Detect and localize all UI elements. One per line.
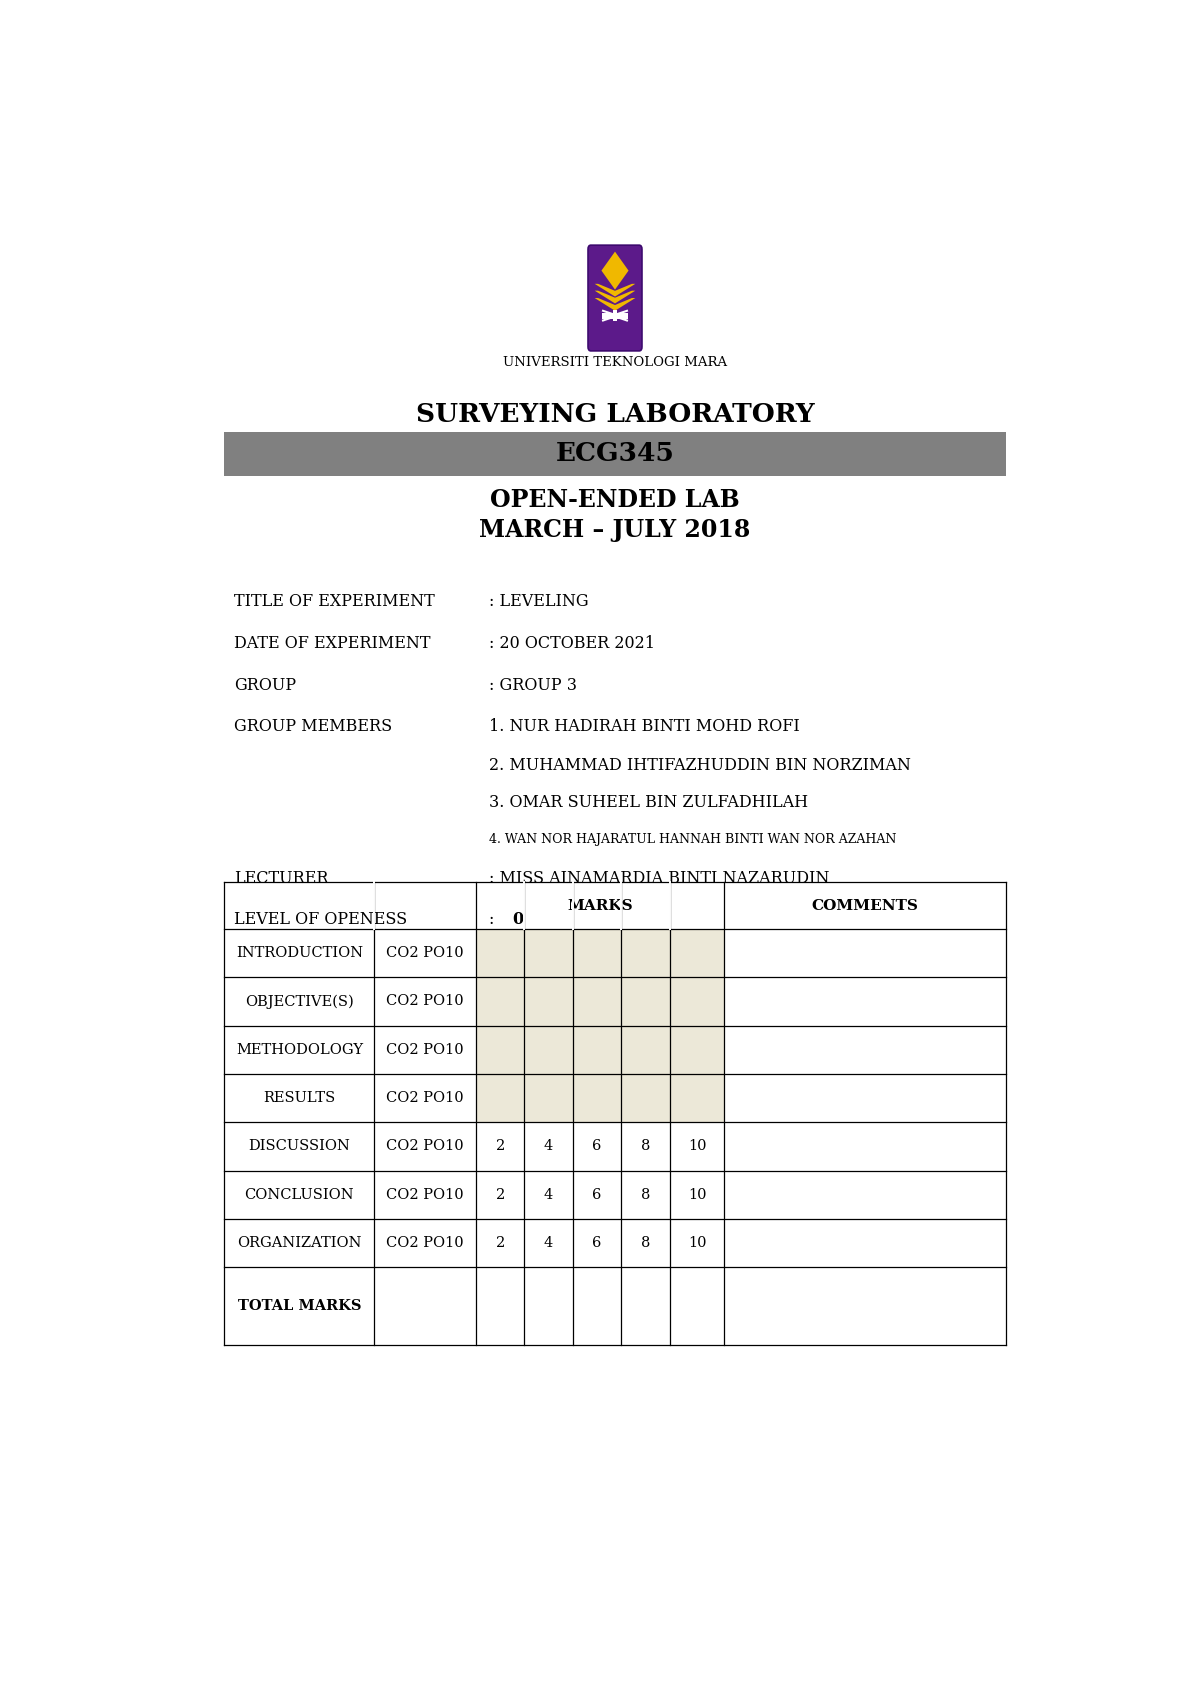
FancyBboxPatch shape (224, 1122, 1006, 1171)
Text: RESULTS: RESULTS (263, 1092, 336, 1105)
FancyBboxPatch shape (588, 246, 642, 351)
Text: 2: 2 (496, 1236, 505, 1249)
Polygon shape (595, 290, 635, 303)
FancyBboxPatch shape (670, 978, 725, 1025)
Text: 8: 8 (641, 1236, 650, 1249)
Text: DISCUSSION: DISCUSSION (248, 1139, 350, 1153)
FancyBboxPatch shape (224, 1268, 1006, 1346)
Text: LECTURER: LECTURER (234, 870, 329, 886)
Text: 6: 6 (593, 1139, 601, 1153)
FancyBboxPatch shape (224, 1025, 1006, 1075)
Text: LEVEL OF OPENESS: LEVEL OF OPENESS (234, 912, 407, 929)
FancyBboxPatch shape (524, 978, 572, 1025)
FancyBboxPatch shape (224, 1219, 1006, 1268)
FancyBboxPatch shape (622, 1075, 670, 1122)
Text: 10: 10 (688, 1139, 707, 1153)
Text: CO2 PO10: CO2 PO10 (386, 1236, 464, 1249)
Text: CO2 PO10: CO2 PO10 (386, 1139, 464, 1153)
Text: 4: 4 (544, 1236, 553, 1249)
FancyBboxPatch shape (476, 1025, 524, 1075)
FancyBboxPatch shape (524, 1025, 572, 1075)
Text: :: : (490, 912, 500, 929)
Text: 8: 8 (641, 1188, 650, 1202)
FancyBboxPatch shape (622, 1025, 670, 1075)
FancyBboxPatch shape (613, 310, 617, 320)
Text: 3. OMAR SUHEEL BIN ZULFADHILAH: 3. OMAR SUHEEL BIN ZULFADHILAH (490, 793, 809, 810)
Text: 8: 8 (641, 1139, 650, 1153)
FancyBboxPatch shape (622, 978, 670, 1025)
Text: SURVEYING LABORATORY: SURVEYING LABORATORY (415, 402, 815, 427)
Text: : LEVELING: : LEVELING (490, 593, 589, 610)
FancyBboxPatch shape (224, 1075, 1006, 1122)
Text: MARCH – JULY 2018: MARCH – JULY 2018 (479, 517, 751, 542)
FancyBboxPatch shape (601, 312, 629, 319)
Text: 1. NUR HADIRAH BINTI MOHD ROFI: 1. NUR HADIRAH BINTI MOHD ROFI (490, 719, 800, 736)
Polygon shape (601, 251, 629, 290)
Polygon shape (595, 283, 635, 297)
Text: 2: 2 (496, 1188, 505, 1202)
Text: 6: 6 (593, 1236, 601, 1249)
Text: ORGANIZATION: ORGANIZATION (238, 1236, 361, 1249)
Text: CONCLUSION: CONCLUSION (245, 1188, 354, 1202)
Text: 4. WAN NOR HAJARATUL HANNAH BINTI WAN NOR AZAHAN: 4. WAN NOR HAJARATUL HANNAH BINTI WAN NO… (490, 832, 896, 846)
Text: TITLE OF EXPERIMENT: TITLE OF EXPERIMENT (234, 593, 434, 610)
Text: OPEN-ENDED LAB: OPEN-ENDED LAB (490, 488, 740, 512)
Text: : MISS AINAMARDIA BINTI NAZARUDIN: : MISS AINAMARDIA BINTI NAZARUDIN (490, 870, 830, 886)
Text: 2: 2 (496, 1139, 505, 1153)
Text: CO2 PO10: CO2 PO10 (386, 995, 464, 1009)
Text: MARKS: MARKS (568, 898, 632, 912)
Text: 4: 4 (544, 1139, 553, 1153)
FancyBboxPatch shape (524, 1075, 572, 1122)
Text: DATE OF EXPERIMENT: DATE OF EXPERIMENT (234, 634, 431, 653)
FancyBboxPatch shape (622, 929, 670, 978)
FancyBboxPatch shape (224, 432, 1006, 476)
Text: GROUP: GROUP (234, 676, 296, 693)
FancyBboxPatch shape (670, 1075, 725, 1122)
Text: ECG345: ECG345 (556, 441, 674, 466)
Text: 2. MUHAMMAD IHTIFAZHUDDIN BIN NORZIMAN: 2. MUHAMMAD IHTIFAZHUDDIN BIN NORZIMAN (490, 758, 911, 775)
FancyBboxPatch shape (670, 1025, 725, 1075)
FancyBboxPatch shape (224, 1171, 1006, 1219)
Text: : 20 OCTOBER 2021: : 20 OCTOBER 2021 (490, 634, 655, 653)
Polygon shape (595, 298, 635, 310)
FancyBboxPatch shape (572, 1075, 622, 1122)
Text: 10: 10 (688, 1188, 707, 1202)
Text: TOTAL MARKS: TOTAL MARKS (238, 1300, 361, 1314)
Text: : GROUP 3: : GROUP 3 (490, 676, 577, 693)
Text: CO2 PO10: CO2 PO10 (386, 1042, 464, 1056)
Text: CO2 PO10: CO2 PO10 (386, 1092, 464, 1105)
Text: 0: 0 (512, 912, 524, 929)
Text: GROUP MEMBERS: GROUP MEMBERS (234, 719, 392, 736)
FancyBboxPatch shape (476, 1075, 524, 1122)
Text: METHODOLOGY: METHODOLOGY (236, 1042, 362, 1056)
Text: CO2 PO10: CO2 PO10 (386, 946, 464, 959)
Text: COMMENTS: COMMENTS (811, 898, 918, 912)
Text: 10: 10 (688, 1236, 707, 1249)
FancyBboxPatch shape (670, 929, 725, 978)
FancyBboxPatch shape (572, 929, 622, 978)
Text: CO2 PO10: CO2 PO10 (386, 1188, 464, 1202)
Text: INTRODUCTION: INTRODUCTION (236, 946, 362, 959)
FancyBboxPatch shape (572, 1025, 622, 1075)
FancyBboxPatch shape (476, 978, 524, 1025)
Text: 4: 4 (544, 1188, 553, 1202)
Text: UNIVERSITI TEKNOLOGI MARA: UNIVERSITI TEKNOLOGI MARA (503, 356, 727, 370)
FancyBboxPatch shape (524, 929, 572, 978)
FancyBboxPatch shape (476, 929, 524, 978)
Text: OBJECTIVE(S): OBJECTIVE(S) (245, 995, 354, 1009)
Text: 6: 6 (593, 1188, 601, 1202)
FancyBboxPatch shape (224, 978, 1006, 1025)
FancyBboxPatch shape (572, 978, 622, 1025)
FancyBboxPatch shape (224, 881, 1006, 929)
FancyBboxPatch shape (224, 929, 1006, 978)
